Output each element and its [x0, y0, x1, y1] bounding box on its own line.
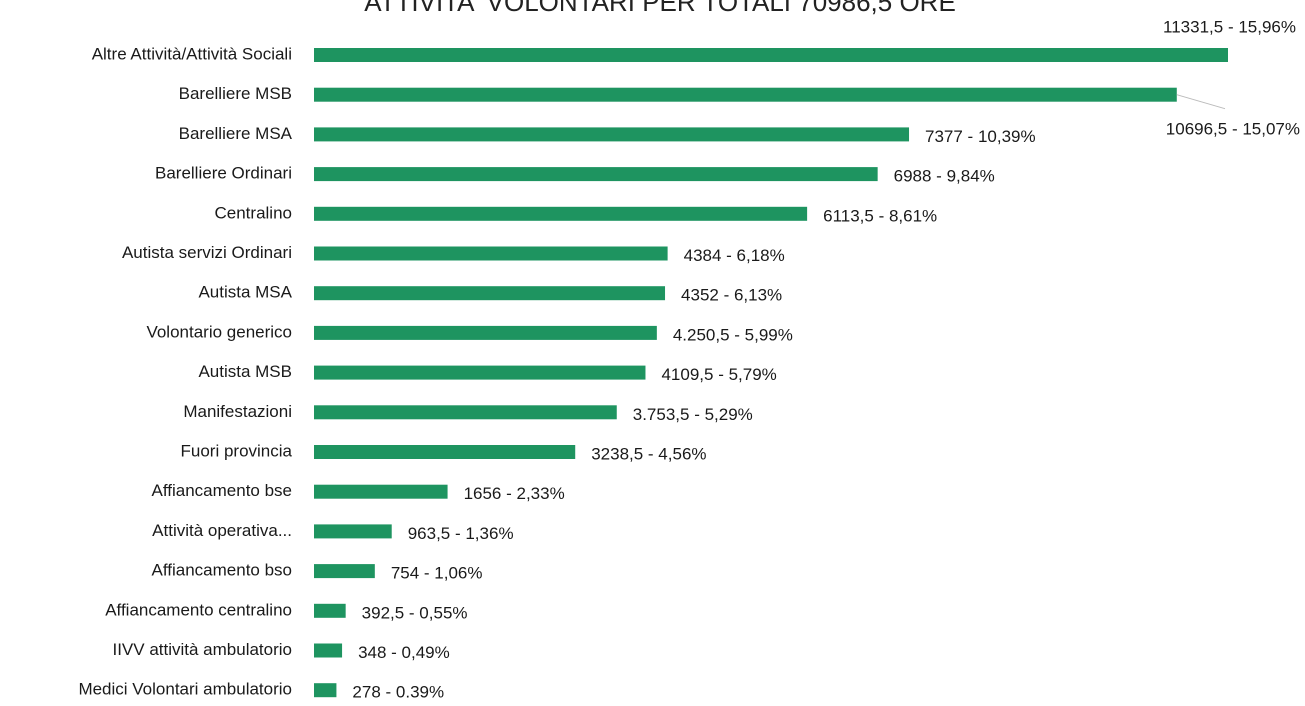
value-label: 4109,5 - 5,79% [661, 365, 776, 384]
category-label: Fuori provincia [181, 441, 293, 460]
category-label: Affiancamento bse [152, 481, 293, 500]
category-label: Affiancamento centralino [105, 600, 292, 619]
category-label: Barelliere Ordinari [155, 164, 292, 183]
category-label: Medici Volontari ambulatorio [78, 680, 292, 699]
category-label: Barelliere MSB [179, 84, 292, 103]
value-label: 754 - 1,06% [391, 564, 483, 583]
category-label: Barelliere MSA [179, 124, 293, 143]
bar [314, 524, 392, 539]
category-label: Altre Attività/Attività Sociali [92, 44, 292, 63]
category-label: Autista MSA [198, 283, 292, 302]
bar [314, 683, 337, 698]
bar [314, 603, 346, 618]
value-label: 963,5 - 1,36% [408, 524, 514, 543]
bar [314, 127, 910, 142]
bar [314, 206, 808, 221]
bar [314, 445, 576, 459]
bar [314, 643, 343, 658]
value-label: 10696,5 - 15,07% [1166, 119, 1300, 138]
value-label: 6988 - 9,84% [894, 167, 995, 186]
value-label: 4384 - 6,18% [684, 246, 785, 265]
value-label: 6113,5 - 8,61% [823, 206, 937, 225]
value-label: 7377 - 10,39% [925, 127, 1036, 146]
bar [314, 325, 657, 340]
category-label: Attività operativa... [152, 521, 292, 540]
bar [314, 246, 668, 261]
value-label: 3238,5 - 4,56% [591, 444, 706, 463]
bar [314, 365, 646, 380]
bar [314, 564, 375, 579]
bar [314, 48, 1228, 62]
bar [314, 286, 666, 301]
category-label: Autista MSB [198, 362, 292, 381]
value-label: 278 - 0.39% [352, 683, 444, 701]
value-label: 348 - 0,49% [358, 643, 450, 662]
category-label: Autista servizi Ordinari [122, 243, 292, 262]
value-label: 4.250,5 - 5,99% [673, 325, 793, 344]
category-label: Volontario generico [146, 322, 292, 341]
bar [314, 167, 878, 182]
value-label: 1656 - 2,33% [464, 484, 565, 503]
category-label: Manifestazioni [183, 402, 292, 421]
value-label: 4352 - 6,13% [681, 286, 782, 305]
chart-title: ATTIVITA' VOLONTARI PER TOTALI 70986,5 O… [364, 0, 956, 17]
bar [314, 484, 448, 499]
bar [314, 87, 1177, 102]
category-label: IIVV attività ambulatorio [112, 640, 292, 659]
value-label: 11331,5 - 15,96% [1163, 17, 1296, 36]
category-label: Centralino [215, 203, 293, 222]
value-label: 3.753,5 - 5,29% [633, 405, 753, 424]
bar [314, 405, 617, 420]
value-label: 392,5 - 0,55% [362, 603, 468, 622]
leader-line [1176, 94, 1226, 110]
category-label: Affiancamento bso [152, 561, 293, 580]
